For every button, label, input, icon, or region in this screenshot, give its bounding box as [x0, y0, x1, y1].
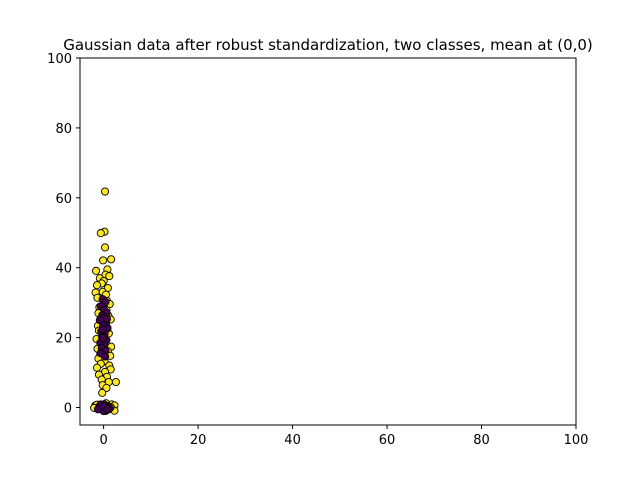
- data-point-class-0: [103, 404, 112, 413]
- x-tick-label: 0: [99, 433, 107, 448]
- x-tick-label: 80: [473, 433, 490, 448]
- data-point-class-1: [98, 388, 107, 397]
- y-tick-label: 0: [64, 402, 72, 417]
- plot-frame: [79, 57, 577, 426]
- y-tick-label: 80: [55, 122, 72, 137]
- data-points: [90, 187, 120, 416]
- data-point-class-1: [92, 266, 101, 275]
- data-point-class-1: [105, 272, 114, 281]
- data-point-class-0: [100, 352, 110, 361]
- data-point-class-1: [99, 256, 108, 265]
- x-tick-label: 20: [190, 433, 207, 448]
- x-tick-label: 60: [379, 433, 396, 448]
- data-point-class-1: [107, 255, 116, 264]
- data-point-class-1: [92, 363, 102, 372]
- y-tick-label: 60: [55, 192, 72, 207]
- y-tick-label: 20: [55, 332, 72, 347]
- x-tick-label: 40: [284, 433, 301, 448]
- data-point-class-1: [100, 243, 110, 252]
- data-point-class-0: [98, 325, 107, 334]
- y-tick-label: 40: [55, 262, 72, 277]
- data-point-class-1: [96, 229, 105, 238]
- x-tick-label: 100: [564, 433, 589, 448]
- data-point-class-0: [99, 333, 108, 343]
- data-point-class-0: [102, 314, 111, 323]
- data-point-class-1: [92, 281, 102, 290]
- y-tick-label: 100: [47, 52, 72, 67]
- x-axis: 0 20 40 60 80 100: [99, 425, 588, 448]
- data-point-class-1: [111, 377, 120, 387]
- y-axis: 0 20 40 60 80 100: [47, 52, 80, 417]
- chart-title: Gaussian data after robust standardizati…: [63, 36, 593, 54]
- data-point-class-1: [100, 187, 110, 196]
